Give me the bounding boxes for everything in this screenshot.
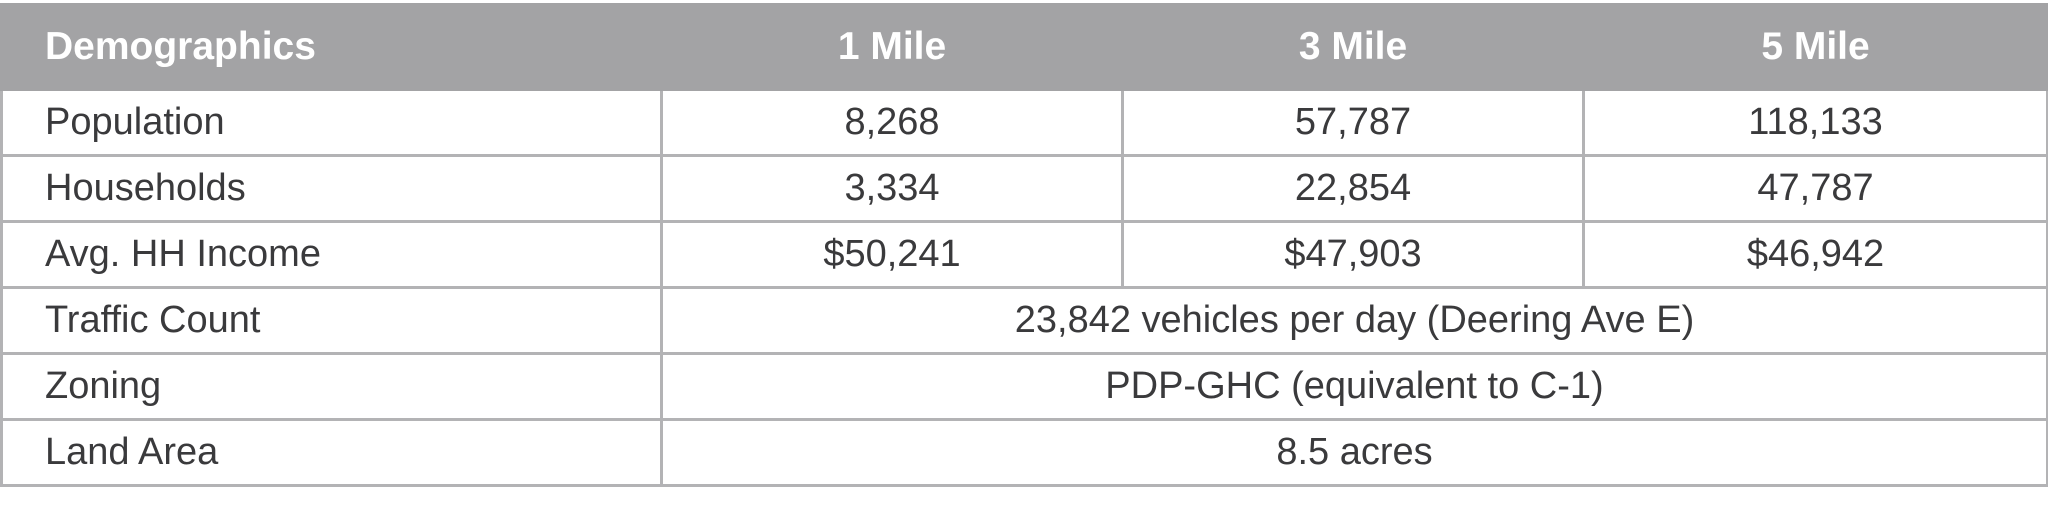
- merged-cell: 23,842 vehicles per day (Deering Ave E): [660, 286, 2048, 355]
- table-cell: 47,787: [1582, 154, 2048, 223]
- table-cell: 118,133: [1582, 88, 2048, 157]
- table-row: Households 3,334 22,854 47,787: [0, 154, 2048, 223]
- merged-cell: PDP-GHC (equivalent to C-1): [660, 352, 2048, 421]
- table-cell: $47,903: [1121, 220, 1585, 289]
- table-row: Population 8,268 57,787 118,133: [0, 88, 2048, 157]
- row-label: Land Area: [0, 418, 663, 487]
- row-label: Households: [0, 154, 663, 223]
- header-1-mile: 1 Mile: [660, 3, 1124, 91]
- table-row: Avg. HH Income $50,241 $47,903 $46,942: [0, 220, 2048, 289]
- header-5-mile: 5 Mile: [1582, 3, 2048, 91]
- table-header: Demographics 1 Mile 3 Mile 5 Mile: [0, 3, 2048, 91]
- table-cell: $50,241: [660, 220, 1124, 289]
- header-row: Demographics 1 Mile 3 Mile 5 Mile: [0, 3, 2048, 91]
- demographics-table: Demographics 1 Mile 3 Mile 5 Mile Popula…: [0, 3, 2048, 487]
- row-label: Avg. HH Income: [0, 220, 663, 289]
- table-cell: 22,854: [1121, 154, 1585, 223]
- row-label: Zoning: [0, 352, 663, 421]
- table-row: Zoning PDP-GHC (equivalent to C-1): [0, 352, 2048, 421]
- table-cell: $46,942: [1582, 220, 2048, 289]
- table-cell: 3,334: [660, 154, 1124, 223]
- table-row: Land Area 8.5 acres: [0, 418, 2048, 487]
- merged-cell: 8.5 acres: [660, 418, 2048, 487]
- row-label: Population: [0, 88, 663, 157]
- table-cell: 57,787: [1121, 88, 1585, 157]
- row-label: Traffic Count: [0, 286, 663, 355]
- header-3-mile: 3 Mile: [1121, 3, 1585, 91]
- table-row: Traffic Count 23,842 vehicles per day (D…: [0, 286, 2048, 355]
- table-body: Population 8,268 57,787 118,133 Househol…: [0, 88, 2048, 487]
- table-cell: 8,268: [660, 88, 1124, 157]
- header-demographics: Demographics: [0, 3, 663, 91]
